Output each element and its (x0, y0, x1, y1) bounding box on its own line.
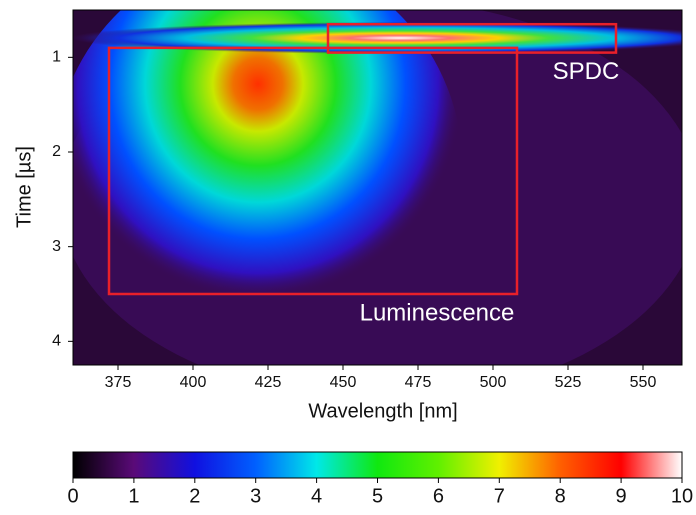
x-tick-label: 425 (255, 374, 282, 391)
colorbar-tick-label: 2 (189, 485, 200, 507)
colorbar-tick-label: 6 (433, 485, 444, 507)
region-box (107, 46, 519, 296)
region-box (326, 22, 618, 54)
colorbar-tick-label: 4 (311, 485, 322, 507)
colorbar (72, 451, 683, 479)
colorbar-tick-label: 7 (494, 485, 505, 507)
plot-frame (72, 9, 683, 366)
y-tick-label: 4 (52, 333, 61, 350)
colorbar-tick-label: 0 (67, 485, 78, 507)
y-tick-label: 3 (52, 238, 61, 255)
colorbar-tick-label: 9 (616, 485, 627, 507)
region-label: SPDC (553, 58, 620, 85)
colorbar-tick-label: 3 (250, 485, 261, 507)
colorbar-tick-label: 8 (555, 485, 566, 507)
x-tick-label: 525 (555, 374, 582, 391)
x-tick-label: 400 (180, 374, 207, 391)
x-tick-label: 450 (330, 374, 357, 391)
heatmap-image (73, 10, 682, 365)
x-axis-label: Wavelength [nm] (308, 400, 457, 422)
x-tick-label: 550 (630, 374, 657, 391)
x-tick-label: 475 (405, 374, 432, 391)
colorbar-tick-label: 10 (671, 485, 693, 507)
colorbar-tick-label: 5 (372, 485, 383, 507)
y-tick-label: 1 (52, 49, 61, 66)
region-label: Luminescence (360, 299, 515, 326)
y-tick-label: 2 (52, 143, 61, 160)
colorbar-tick-label: 1 (128, 485, 139, 507)
x-tick-label: 500 (480, 374, 507, 391)
x-tick-label: 375 (105, 374, 132, 391)
y-axis-label: Time [µs] (13, 146, 35, 228)
